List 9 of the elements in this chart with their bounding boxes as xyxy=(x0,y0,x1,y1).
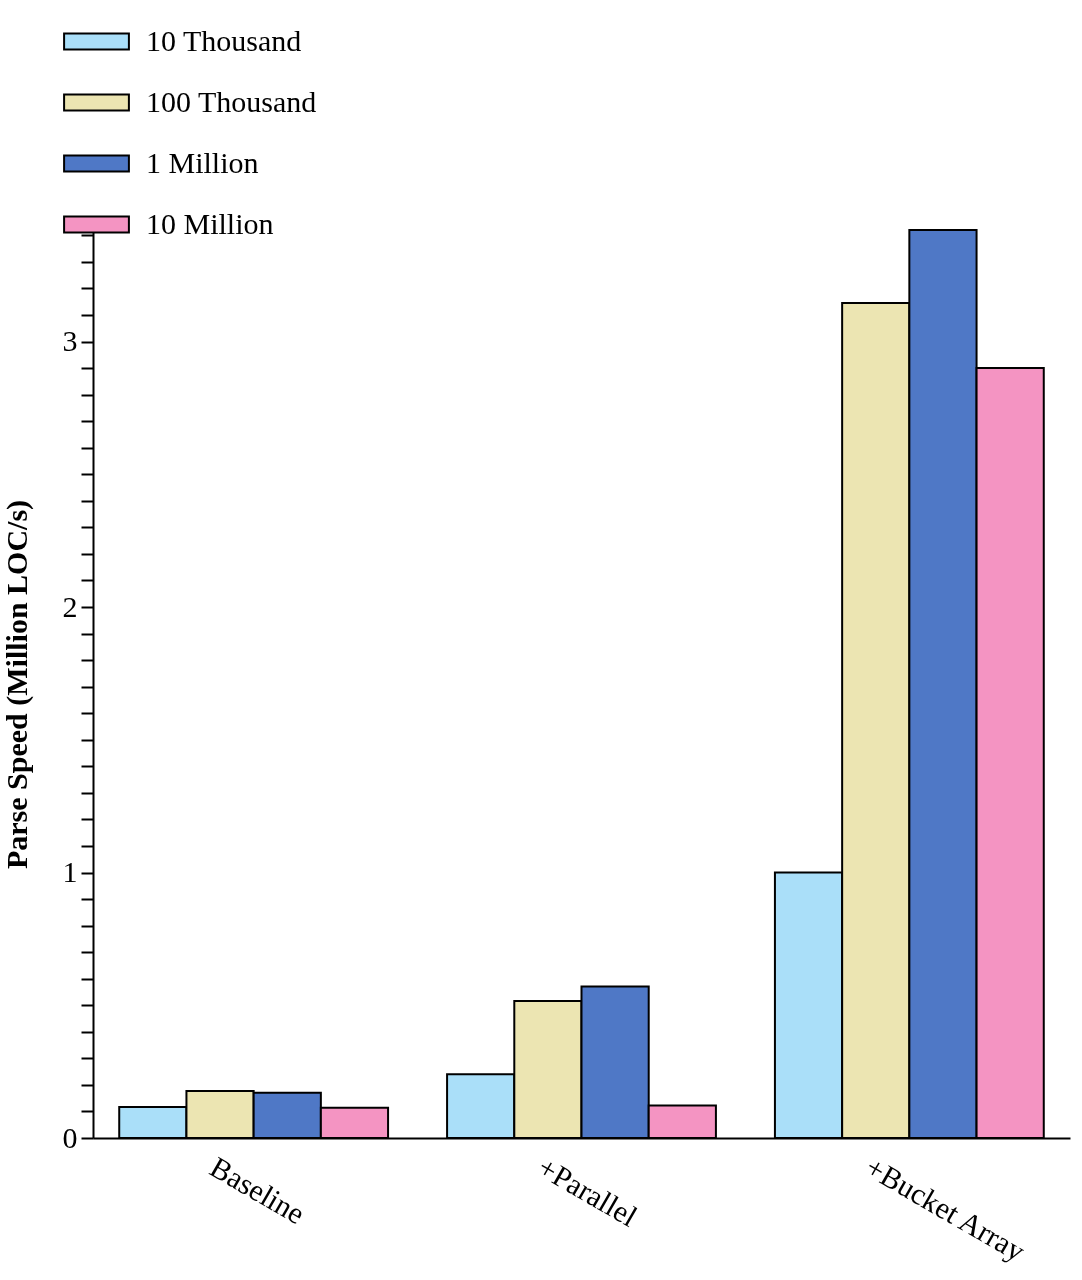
legend-label: 10 Million xyxy=(146,206,274,240)
y-tick-label: 0 xyxy=(62,1120,78,1154)
legend-label: 1 Million xyxy=(146,145,259,179)
legend-label: 100 Thousand xyxy=(146,84,317,118)
y-tick-label: 1 xyxy=(62,855,78,888)
y-tick-label: 2 xyxy=(62,589,78,623)
y-axis-title: Parse Speed (Million LOC/s) xyxy=(0,499,34,870)
legend-label: 10 Thousand xyxy=(146,23,302,57)
y-tick-label: 3 xyxy=(62,324,78,358)
